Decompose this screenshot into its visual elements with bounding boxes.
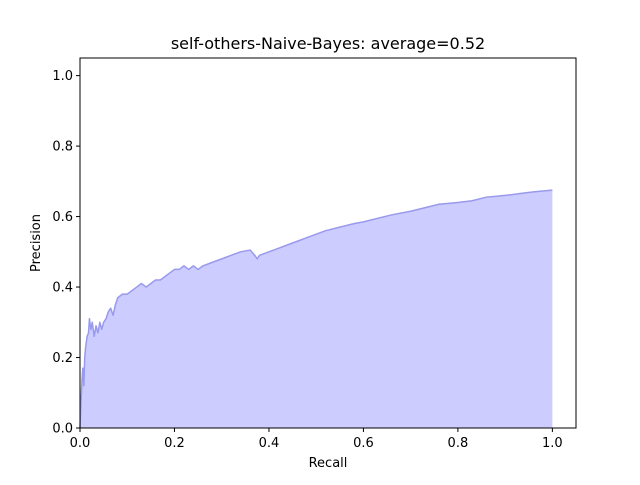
y-axis-label: Precision	[29, 214, 44, 272]
y-tick-label: 0.4	[52, 281, 73, 296]
x-tick-label: 0.6	[353, 436, 374, 451]
plot-area	[79, 189, 553, 429]
area-fill	[80, 190, 553, 428]
y-tick-label: 0.0	[52, 422, 73, 437]
x-axis-label: Recall	[309, 456, 348, 471]
y-tick-label: 0.6	[52, 210, 73, 225]
x-tick-label: 0.8	[448, 436, 469, 451]
y-tick-label: 0.2	[52, 351, 73, 366]
y-tick-label: 0.8	[52, 140, 73, 155]
y-tick-label: 1.0	[52, 69, 73, 84]
chart-title: self-others-Naive-Bayes: average=0.52	[171, 34, 485, 53]
x-axis: 0.0 0.2 0.4 0.6 0.8 1.0	[70, 428, 563, 451]
x-tick-label: 1.0	[542, 436, 563, 451]
y-axis: 0.0 0.2 0.4 0.6 0.8 1.0	[52, 69, 80, 437]
x-tick-label: 0.4	[259, 436, 280, 451]
x-tick-label: 0.2	[164, 436, 185, 451]
axes-frame	[79, 57, 577, 429]
x-tick-label: 0.0	[70, 436, 91, 451]
series-line	[79, 189, 553, 429]
